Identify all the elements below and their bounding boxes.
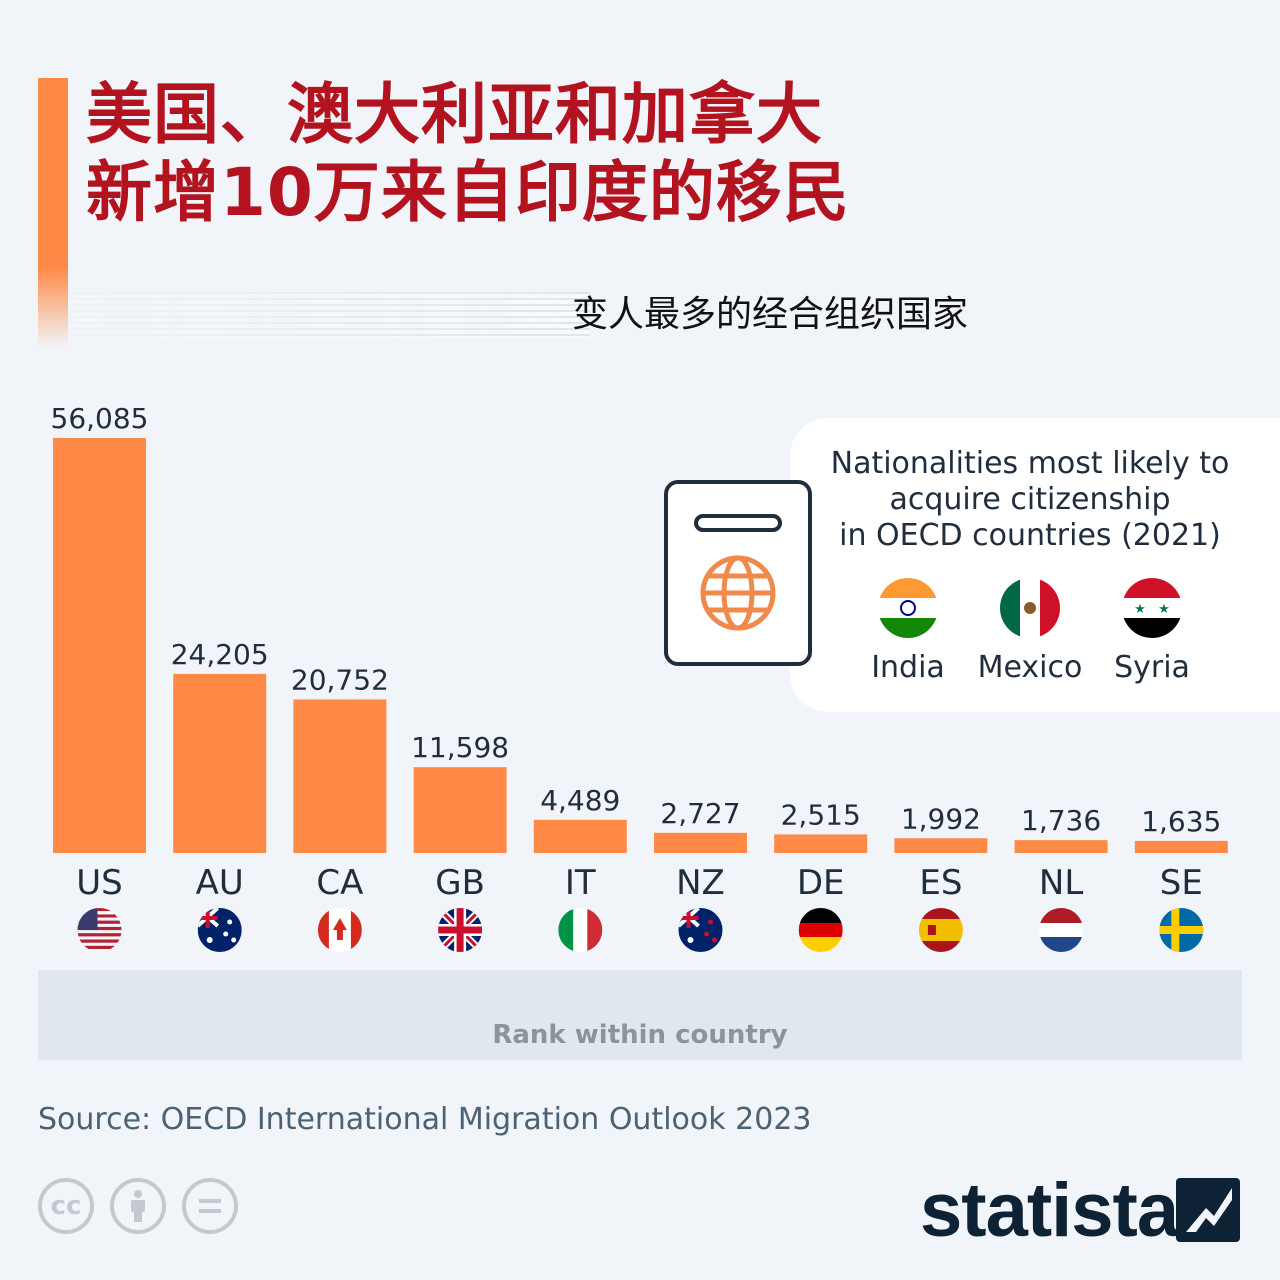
license-icons: cc (38, 1178, 238, 1234)
bar-nl (1014, 840, 1108, 853)
value-label-ca: 20,752 (291, 663, 389, 696)
rank-band (38, 970, 1242, 1060)
bar-us (53, 438, 146, 853)
nationality-label-syria: Syria (1114, 650, 1190, 685)
flag-es-icon (918, 908, 963, 952)
value-label-de: 2,515 (781, 798, 861, 831)
category-label-nz: NZ (676, 863, 725, 903)
mexico-flag-icon (1000, 578, 1060, 638)
passport-icon (664, 480, 812, 666)
nationality-india: India (848, 576, 968, 685)
svg-text:★: ★ (1158, 602, 1170, 617)
callout-box (790, 418, 1280, 712)
nationality-label-mexico: Mexico (977, 650, 1083, 685)
title-line-1: 美国、澳大利亚和加拿大 (86, 76, 823, 153)
title-line-2: 新增10万来自印度的移民 (86, 154, 850, 231)
value-label-au: 24,205 (171, 638, 269, 671)
source-note: Source: OECD International Migration Out… (38, 1102, 812, 1137)
bar-au (173, 673, 267, 853)
bar-it (533, 819, 627, 853)
chart-subtitle: 变人最多的经合组织国家 (572, 294, 969, 335)
bar-gb (413, 767, 507, 853)
bar-de (774, 834, 868, 853)
nationality-label-india: India (871, 650, 945, 685)
flag-nz-icon (678, 908, 723, 952)
category-label-ca: CA (316, 863, 363, 903)
flag-de-icon (798, 908, 843, 952)
category-label-se: SE (1160, 863, 1203, 903)
creative-commons-icon[interactable]: cc (38, 1178, 94, 1234)
brand-name: statista (920, 1168, 1179, 1253)
title-accent-bar (38, 78, 68, 348)
no-derivatives-icon[interactable] (182, 1178, 238, 1234)
value-label-it: 4,489 (540, 784, 620, 817)
category-label-de: DE (797, 863, 845, 903)
bar-chart: 56,085US124,205AU120,752CA111,598GB14,48… (51, 402, 1228, 952)
nationality-syria: ★ ★ Syria (1092, 576, 1212, 685)
flag-gb-icon (438, 908, 483, 952)
category-label-it: IT (565, 863, 596, 903)
flag-us-icon (77, 908, 122, 949)
svg-text:★: ★ (1134, 602, 1146, 617)
bar-es (894, 838, 988, 853)
callout-title: Nationalities most likely to acquire cit… (820, 446, 1240, 554)
flag-ca-icon (317, 908, 362, 952)
callout-title-line-1: Nationalities most likely to (830, 446, 1230, 481)
category-label-gb: GB (435, 863, 485, 903)
callout-title-line-3: in OECD countries (2021) (839, 518, 1221, 553)
value-label-us: 56,085 (51, 402, 149, 435)
value-label-nz: 2,727 (660, 797, 740, 830)
category-label-us: US (76, 863, 122, 903)
chart-title: 美国、澳大利亚和加拿大 新增10万来自印度的移民 (86, 76, 850, 232)
rank-axis-label: Rank within country (492, 1020, 788, 1050)
india-flag-icon (878, 578, 938, 638)
syria-flag-icon: ★ ★ (1122, 578, 1182, 638)
category-label-nl: NL (1039, 863, 1083, 903)
subtitle-fade (70, 292, 590, 338)
bar-ca (293, 699, 387, 853)
brand-logo[interactable]: statista (920, 1168, 1250, 1254)
flag-se-icon (1159, 908, 1204, 952)
globe-icon (700, 555, 776, 631)
value-label-gb: 11,598 (411, 731, 509, 764)
category-label-au: AU (196, 863, 244, 903)
value-label-nl: 1,736 (1021, 804, 1101, 837)
value-label-se: 1,635 (1141, 805, 1221, 838)
value-label-es: 1,992 (901, 802, 981, 835)
bar-nz (654, 832, 747, 853)
statista-logo-icon (1176, 1178, 1240, 1242)
nationality-mexico: Mexico (970, 576, 1090, 685)
flag-au-icon (197, 908, 242, 952)
category-label-es: ES (919, 863, 962, 903)
attribution-icon[interactable] (110, 1178, 166, 1234)
flag-it-icon (558, 908, 603, 952)
callout-title-line-2: acquire citizenship (889, 482, 1171, 517)
flag-nl-icon (1039, 908, 1084, 952)
bar-se (1134, 840, 1228, 853)
